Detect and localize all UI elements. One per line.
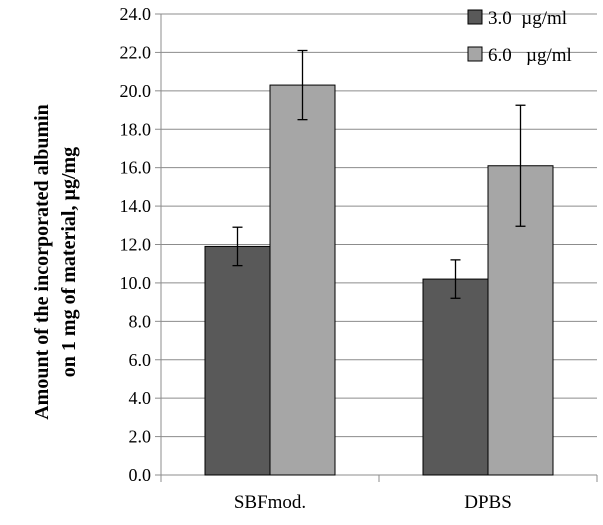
bars [204, 84, 554, 476]
x-category-label: SBFmod. [234, 492, 306, 513]
y-axis-title-line-2: on 1 mg of material, µg/mg [58, 147, 80, 377]
legend: 3.0 µg/ml 6.0 µg/ml [467, 8, 572, 66]
y-tick-label: 0.0 [129, 465, 152, 485]
bar [204, 245, 271, 476]
y-tick-label: 20.0 [120, 81, 152, 101]
legend-label: 6.0 µg/ml [488, 45, 572, 66]
y-tick-label: 4.0 [129, 388, 152, 408]
y-tick-label: 18.0 [120, 119, 152, 139]
y-tick-label: 24.0 [120, 4, 152, 24]
y-tick-label: 12.0 [120, 235, 152, 255]
legend-swatch [467, 46, 483, 62]
tick-labels: 0.0 2.0 4.0 6.0 8.0 10.0 12.0 14.0 16.0 18.0 20.0 2… [120, 4, 512, 513]
bar [269, 84, 336, 476]
y-tick-label: 10.0 [120, 273, 152, 293]
y-axis-title: Amount of the incorporated albumin on 1 … [31, 104, 80, 420]
y-tick-label: 16.0 [120, 158, 152, 178]
error-bars [232, 49, 526, 299]
y-tick-label: 8.0 [129, 311, 152, 331]
bar [422, 278, 489, 476]
legend-swatch [467, 9, 483, 25]
y-tick-label: 6.0 [129, 350, 152, 370]
legend-label: 3.0 µg/ml [488, 8, 567, 29]
y-axis-title-line-1: Amount of the incorporated albumin [31, 104, 53, 420]
y-tick-label: 22.0 [120, 42, 152, 62]
y-tick-label: 2.0 [129, 427, 152, 447]
x-category-label: DPBS [464, 492, 512, 513]
y-tick-label: 14.0 [120, 196, 152, 216]
